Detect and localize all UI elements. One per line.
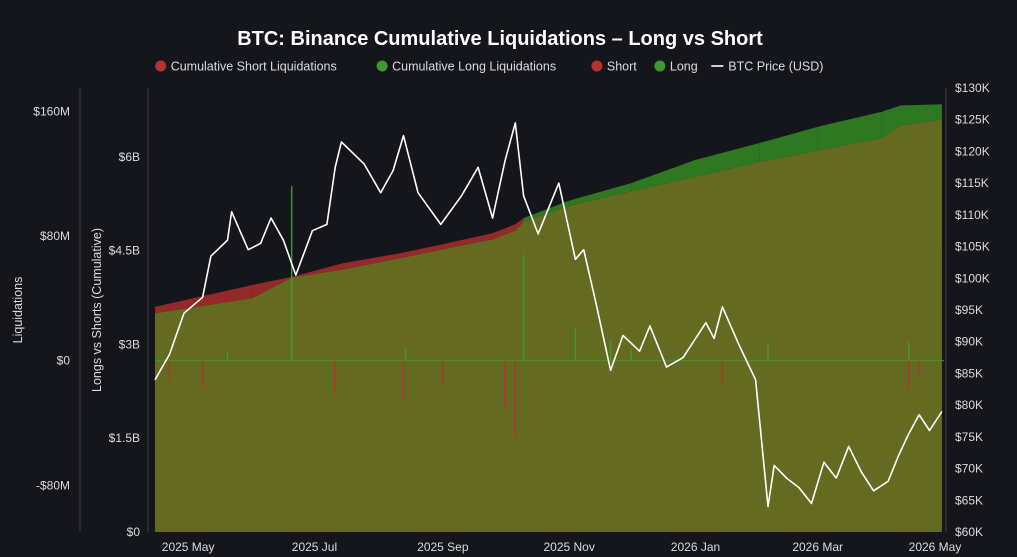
legend-label: Short: [607, 60, 637, 74]
short-liquidation-bar: [334, 360, 336, 395]
liquidations-axis-label: Liquidations: [11, 277, 25, 344]
cumulative-tick-label: $1.5B: [109, 431, 140, 445]
long-excess-band: [523, 210, 545, 222]
liquidation-bars: [155, 186, 944, 436]
legend-item: Cumulative Short Liquidations: [155, 60, 337, 74]
price-tick-label: $85K: [955, 366, 983, 380]
date-tick-label: 2025 Nov: [543, 540, 594, 554]
date-tick-label: 2025 Sep: [417, 540, 469, 554]
price-tick-label: $120K: [955, 144, 990, 158]
long-excess-band: [577, 183, 632, 204]
short-liquidation-bar: [201, 360, 204, 389]
short-liquidation-bar: [908, 360, 910, 389]
date-tick-label: 2026 May: [909, 540, 962, 554]
legend-item: Short: [591, 60, 637, 74]
legend-item: BTC Price (USD): [711, 60, 823, 74]
price-tick-label: $60K: [955, 525, 983, 539]
long-excess-band: [695, 143, 760, 177]
long-liquidation-bar: [226, 351, 229, 361]
price-tick-label: $75K: [955, 430, 983, 444]
price-tick-label: $110K: [955, 208, 989, 222]
cumulative-areas: [155, 104, 942, 533]
long-excess-band: [631, 159, 696, 192]
short-excess-band: [442, 233, 493, 250]
liquidations-tick-label: $80M: [40, 229, 70, 243]
price-tick-label: $115K: [955, 176, 989, 190]
short-liquidation-bar: [402, 360, 405, 402]
price-tick-label: $70K: [955, 462, 983, 476]
short-excess-band: [155, 299, 189, 314]
cumulative-tick-label: $3B: [119, 337, 140, 351]
short-liquidation-bar: [168, 360, 171, 380]
short-excess-band: [343, 253, 398, 270]
price-line-group: [154, 122, 943, 508]
short-excess-band: [492, 224, 516, 240]
legend-label: Cumulative Long Liquidations: [392, 60, 556, 74]
price-tick-label: $90K: [955, 335, 983, 349]
date-tick-label: 2026 Jan: [671, 540, 720, 554]
short-excess-band: [252, 276, 292, 299]
long-excess-band: [569, 198, 578, 207]
short-liquidation-bar: [721, 360, 724, 383]
legend-dot-marker: [155, 60, 167, 72]
long-excess-band: [759, 126, 818, 162]
short-excess-band: [397, 244, 443, 259]
legend-dot-marker: [654, 60, 666, 72]
long-excess-band: [817, 111, 882, 151]
long-liquidation-bar: [574, 327, 577, 361]
cumulative-axis-label: Longs vs Shorts (Cumulative): [90, 228, 104, 392]
cumulative-tick-label: $4.5B: [109, 244, 140, 258]
legend-item: Cumulative Long Liquidations: [376, 60, 556, 74]
long-liquidation-bar: [522, 254, 525, 361]
legend-dot-marker: [376, 60, 388, 72]
long-liquidation-bar: [404, 348, 407, 361]
legend-label: Long: [670, 60, 698, 74]
price-tick-label: $100K: [955, 271, 990, 285]
liquidations-tick-label: $0: [57, 354, 71, 368]
legend-dot-marker: [591, 60, 603, 72]
short-excess-band: [291, 263, 344, 278]
long-excess-band: [881, 105, 901, 138]
long-liquidation-bar: [767, 343, 769, 361]
date-tick-label: 2026 Mar: [792, 540, 843, 554]
price-tick-label: $95K: [955, 303, 983, 317]
date-tick-label: 2025 May: [162, 540, 215, 554]
liquidations-tick-label: -$80M: [36, 478, 70, 492]
plot-area: [79, 88, 947, 532]
short-liquidation-bar: [514, 360, 517, 436]
chart-title: BTC: Binance Cumulative Liquidations – L…: [237, 28, 763, 50]
date-ticks: 2025 May 2025 Jul 2025 Sep 2025 Nov 2026 Jan…: [162, 540, 962, 554]
liquidations-ticks: $160M $80M $0 -$80M: [33, 104, 70, 492]
price-tick-label: $65K: [955, 493, 983, 507]
chart-legend: Cumulative Short Liquidations Cumulative …: [155, 60, 823, 74]
cumulative-base-area: [155, 119, 942, 533]
cumulative-ticks: $6B $4.5B $3B $1.5B $0: [109, 150, 141, 539]
price-tick-label: $80K: [955, 398, 983, 412]
legend-label: Cumulative Short Liquidations: [171, 60, 337, 74]
short-excess-band: [188, 285, 253, 309]
cumulative-tick-label: $6B: [119, 150, 140, 164]
short-liquidation-bar: [918, 360, 920, 377]
long-liquidation-bar: [908, 341, 910, 361]
long-excess-band: [900, 104, 942, 126]
date-tick-label: 2025 Jul: [292, 540, 337, 554]
short-excess-band: [515, 218, 524, 231]
legend-item: Long: [654, 60, 698, 74]
long-liquidation-bar: [609, 338, 612, 361]
price-tick-label: $105K: [955, 240, 990, 254]
legend-label: BTC Price (USD): [728, 60, 823, 74]
short-liquidation-bar: [442, 360, 444, 384]
long-liquidation-bar: [290, 186, 293, 361]
liquidations-tick-label: $160M: [33, 104, 70, 118]
btc-price-line: [154, 122, 943, 508]
long-liquidation-bar: [630, 349, 632, 361]
short-liquidation-bar: [504, 360, 506, 409]
cumulative-tick-label: $0: [127, 525, 141, 539]
price-ticks: $130K $125K $120K $115K $110K $105K $100K $95K $…: [955, 81, 990, 539]
price-tick-label: $130K: [955, 81, 990, 95]
price-tick-label: $125K: [955, 113, 990, 127]
